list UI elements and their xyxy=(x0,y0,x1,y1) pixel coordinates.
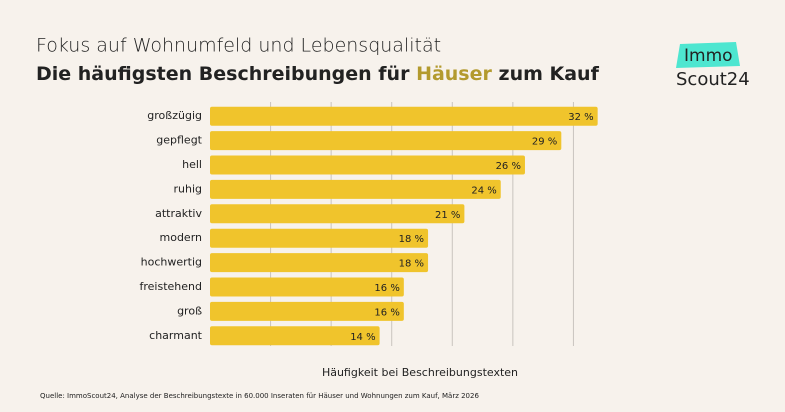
bar xyxy=(210,228,429,248)
value-label: 16 % xyxy=(374,283,399,294)
y-tick-label: modern xyxy=(160,231,203,244)
title-part: zum Kauf xyxy=(492,63,600,85)
bar xyxy=(210,277,404,297)
y-tick-label: großzügig xyxy=(147,109,202,122)
y-tick-label: attraktiv xyxy=(155,207,202,220)
bar xyxy=(210,326,380,346)
bar xyxy=(210,106,598,126)
value-label: 18 % xyxy=(399,259,424,270)
value-label: 21 % xyxy=(435,210,460,221)
value-label: 18 % xyxy=(399,234,424,245)
value-label: 29 % xyxy=(532,137,557,148)
logo-bottom: Scout24 xyxy=(676,69,750,90)
value-label: 24 % xyxy=(471,185,496,196)
y-tick-label: gepflegt xyxy=(156,134,202,147)
logo-top: Immo xyxy=(684,46,733,66)
y-tick-label: ruhig xyxy=(173,182,202,195)
logo-shape xyxy=(676,42,740,68)
bar xyxy=(210,253,429,273)
bar xyxy=(210,301,404,321)
y-tick-label: groß xyxy=(177,304,202,317)
value-label: 32 % xyxy=(568,112,593,123)
chart-subtitle: Fokus auf Wohnumfeld und Lebensqualität xyxy=(36,35,441,57)
y-tick-label: freistehend xyxy=(140,280,202,293)
x-axis-label: Häufigkeit bei Beschreibungstexten xyxy=(322,366,518,379)
value-label: 26 % xyxy=(496,161,521,172)
chart-title: Die häufigsten Beschreibungen für Häuser… xyxy=(36,63,600,85)
y-tick-label: hochwertig xyxy=(141,256,202,269)
title-part: Die häufigsten Beschreibungen für xyxy=(36,63,416,85)
bar xyxy=(210,179,501,199)
y-tick-label: charmant xyxy=(149,329,203,342)
bar xyxy=(210,131,562,151)
y-tick-label: hell xyxy=(182,158,202,171)
logo: Immo Scout24 xyxy=(676,42,750,90)
title-highlight: Häuser xyxy=(416,63,492,85)
value-label: 16 % xyxy=(374,307,399,318)
bar xyxy=(210,204,465,224)
value-label: 14 % xyxy=(350,332,375,343)
bar xyxy=(210,155,525,175)
source: Quelle: ImmoScout24, Analyse der Beschre… xyxy=(40,392,479,400)
